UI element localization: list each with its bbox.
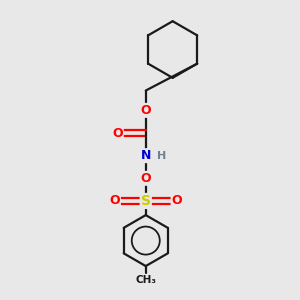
Text: CH₃: CH₃	[135, 275, 156, 285]
Text: O: O	[140, 172, 151, 185]
Text: H: H	[157, 151, 166, 161]
Text: N: N	[141, 149, 151, 162]
Text: S: S	[141, 194, 151, 208]
Text: O: O	[140, 104, 151, 117]
Text: O: O	[109, 194, 120, 208]
Text: O: O	[172, 194, 182, 208]
Text: O: O	[112, 127, 123, 140]
